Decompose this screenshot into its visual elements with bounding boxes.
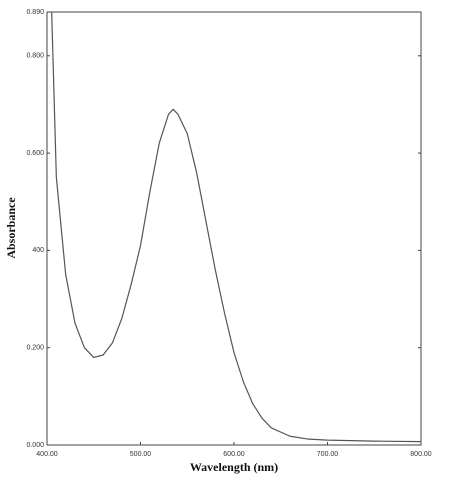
x-axis-title: Wavelength (nm) — [190, 460, 278, 474]
y-tick-label: 0.200 — [26, 345, 44, 352]
y-tick-label: 0.000 — [26, 442, 44, 449]
x-tick-label: 500.00 — [130, 451, 152, 458]
y-tick-label: 400 — [32, 247, 44, 254]
spectrum-line — [51, 11, 422, 443]
x-tick-label: 800.00 — [410, 451, 432, 458]
x-tick-label: 700.00 — [317, 451, 339, 458]
y-tick-label: 0.800 — [26, 53, 44, 60]
plot-frame — [46, 11, 422, 446]
y-tick-label: 0.600 — [26, 150, 44, 157]
x-tick-label: 400.00 — [36, 451, 58, 458]
x-tick-label: 600.00 — [223, 451, 245, 458]
y-axis-title: Absorbance — [4, 197, 18, 259]
y-tick-label: 0.890 — [26, 9, 44, 16]
